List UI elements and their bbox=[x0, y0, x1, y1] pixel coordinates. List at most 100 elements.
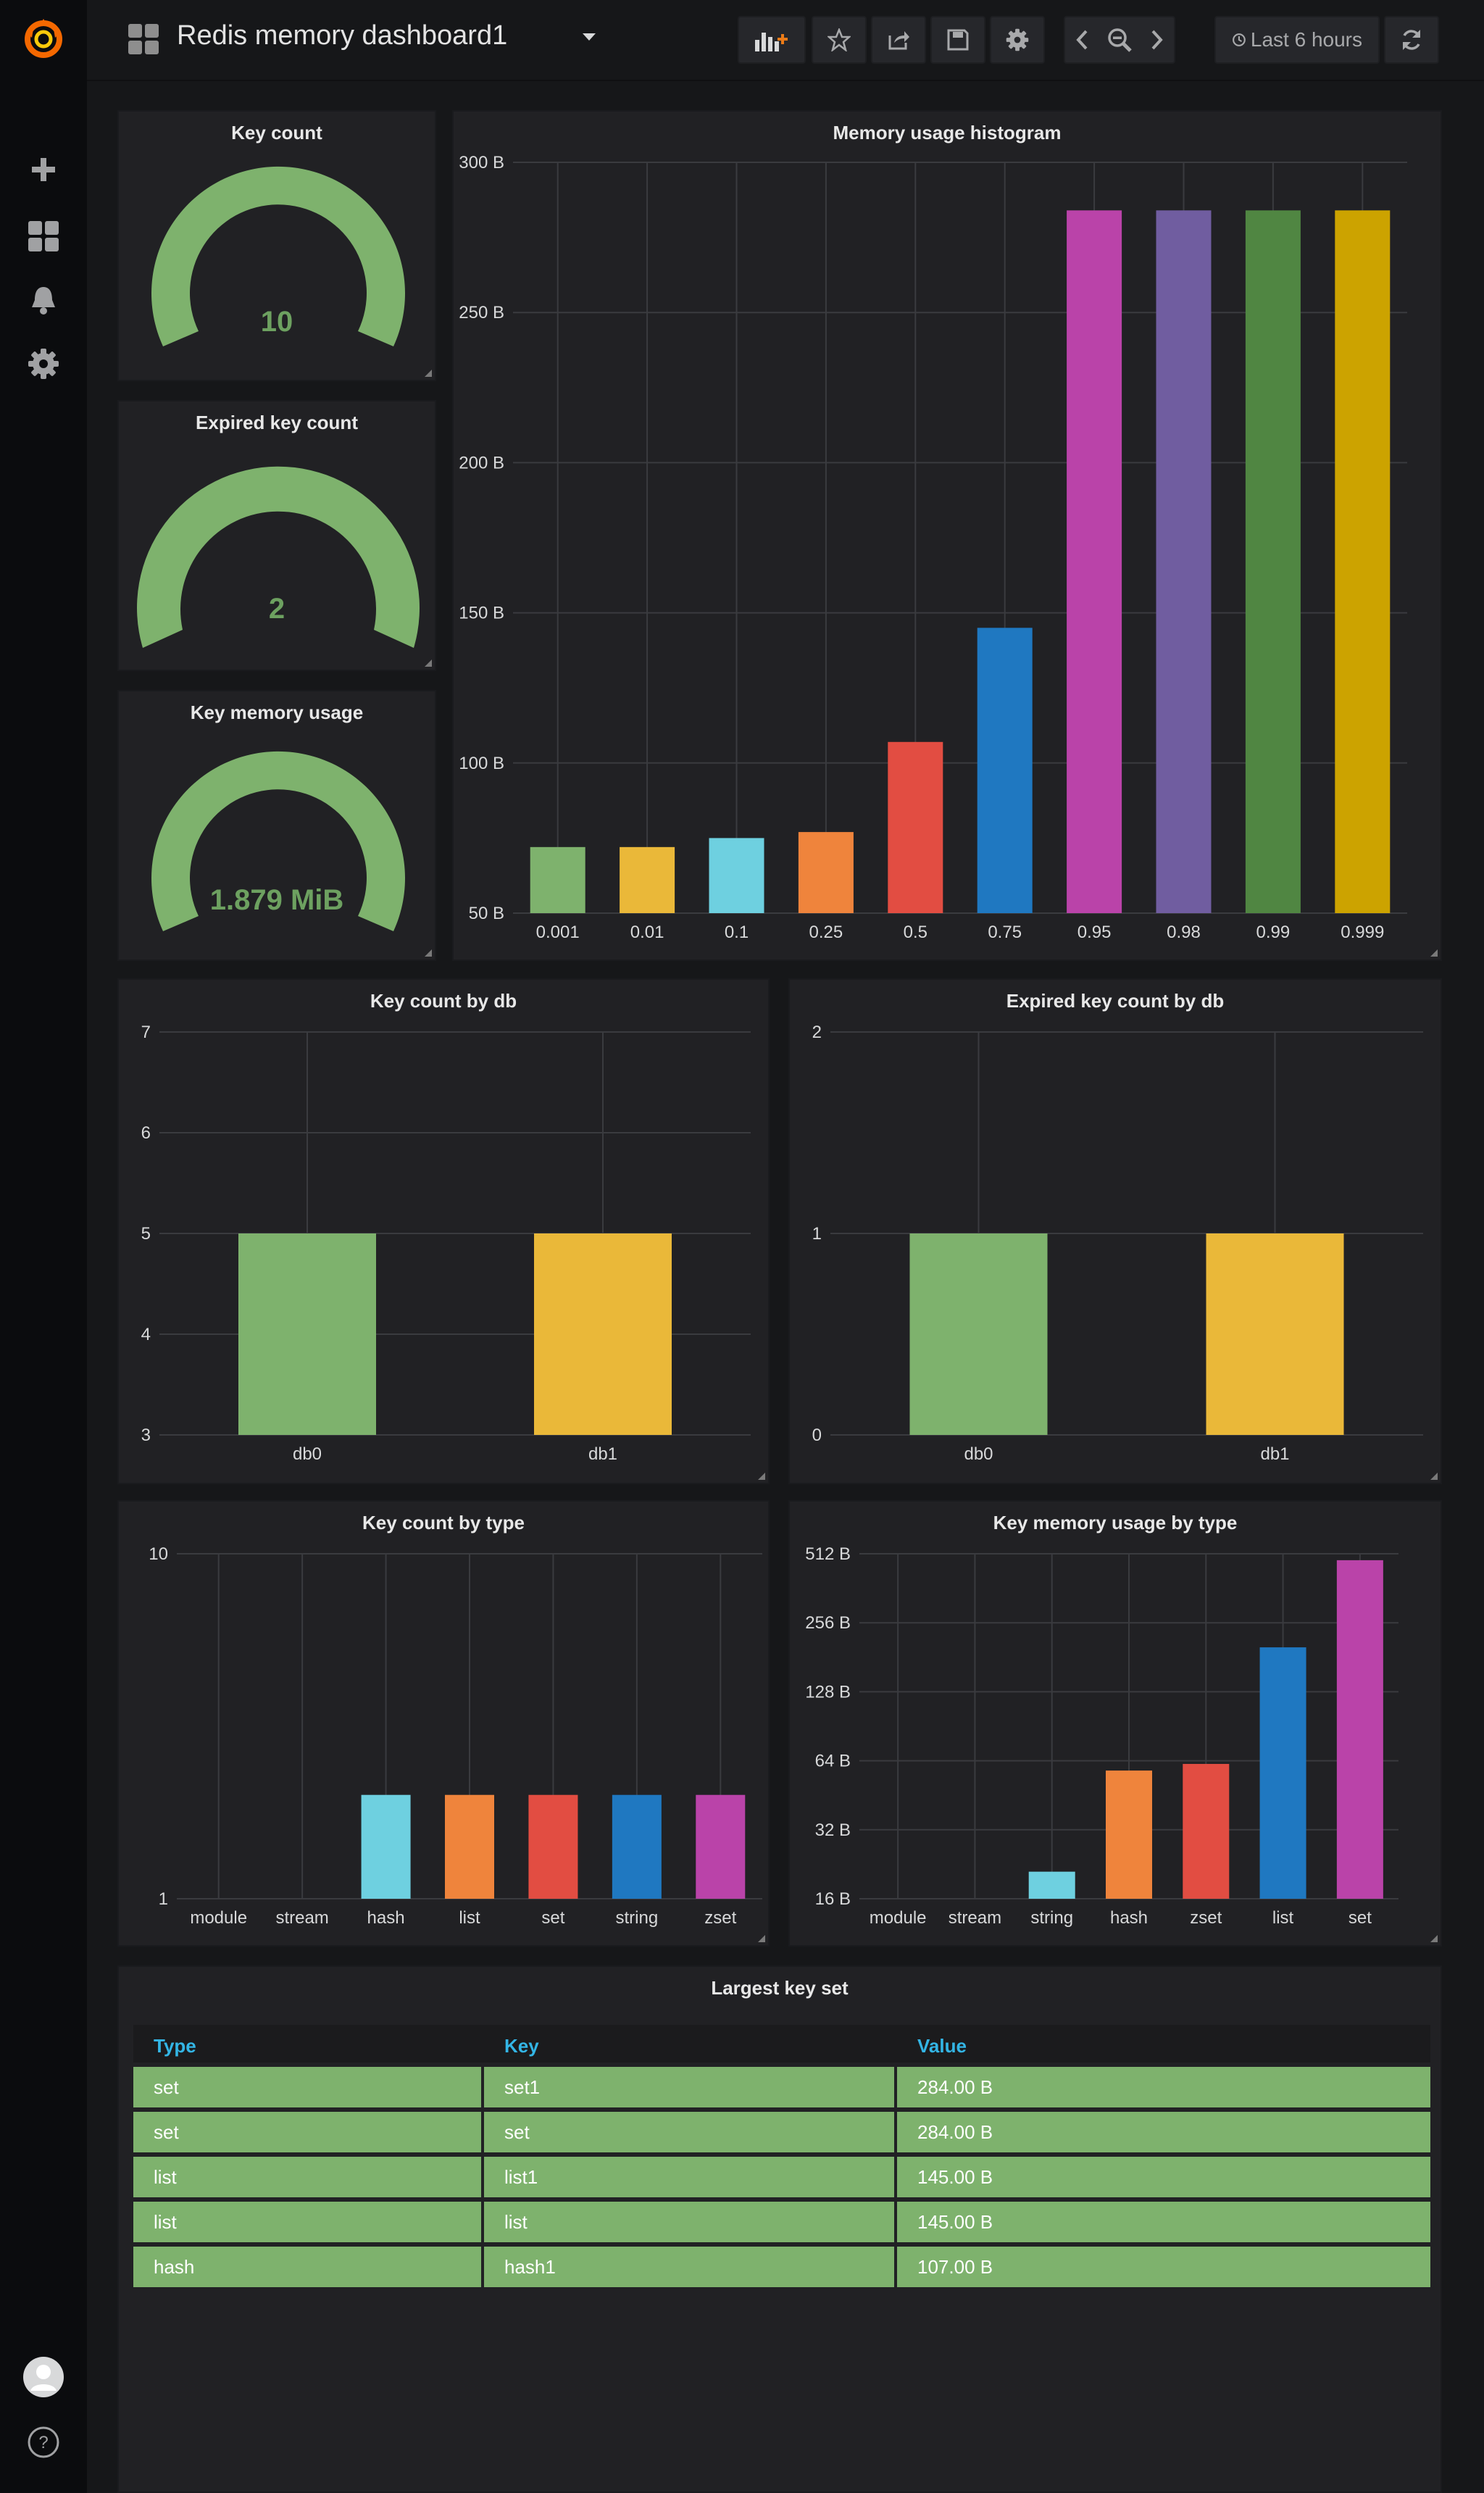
bar-db0[interactable] bbox=[238, 1233, 376, 1435]
resize-handle[interactable] bbox=[758, 1473, 765, 1480]
bar-list[interactable] bbox=[1259, 1647, 1306, 1899]
bar-0.95[interactable] bbox=[1067, 210, 1122, 913]
bar-0.99[interactable] bbox=[1245, 210, 1301, 913]
share-icon bbox=[888, 31, 909, 50]
y-tick-label: 0 bbox=[812, 1426, 822, 1445]
bar-hash[interactable] bbox=[361, 1794, 411, 1899]
y-tick-label: 1 bbox=[812, 1224, 822, 1244]
bar-zset[interactable] bbox=[1183, 1763, 1230, 1899]
table-header: Type Key Value bbox=[133, 2025, 1430, 2063]
bar-0.98[interactable] bbox=[1156, 210, 1212, 913]
resize-handle[interactable] bbox=[758, 1935, 765, 1942]
bar-0.001[interactable] bbox=[530, 846, 585, 913]
bar-0.5[interactable] bbox=[888, 741, 943, 913]
x-tick-label: stream bbox=[949, 1908, 1001, 1928]
x-tick-label: set bbox=[541, 1908, 564, 1928]
y-tick-label: 5 bbox=[141, 1224, 151, 1244]
y-tick-label: 7 bbox=[141, 1023, 151, 1042]
avatar[interactable] bbox=[0, 2348, 87, 2406]
time-picker-button[interactable]: Last 6 hours bbox=[1214, 16, 1380, 64]
bar-db1[interactable] bbox=[534, 1233, 672, 1435]
resize-handle[interactable] bbox=[1430, 1935, 1438, 1942]
table-cell: set bbox=[133, 2112, 481, 2152]
plus-icon[interactable] bbox=[0, 141, 87, 199]
x-tick-label: 0.001 bbox=[536, 923, 580, 942]
x-tick-label: list bbox=[459, 1908, 480, 1928]
bar-db1[interactable] bbox=[1206, 1233, 1344, 1435]
clock-icon bbox=[1233, 33, 1246, 46]
bar-0.25[interactable] bbox=[798, 832, 854, 913]
x-tick-label: 0.25 bbox=[809, 923, 843, 942]
expired-key-count-by-db-panel: Expired key count by db 0 1 2 db0 db1 bbox=[788, 978, 1442, 1484]
bar-string[interactable] bbox=[1028, 1871, 1075, 1899]
save-button[interactable] bbox=[930, 16, 985, 64]
sidebar: ? bbox=[0, 0, 87, 2493]
gauge-arc bbox=[137, 466, 420, 648]
y-tick-label: 256 B bbox=[805, 1613, 851, 1633]
bar-set[interactable] bbox=[1336, 1560, 1383, 1899]
largest-key-set-panel: Largest key set Type Key Value set set1 … bbox=[117, 1965, 1442, 2493]
panel-title[interactable]: Key memory usage bbox=[190, 702, 364, 723]
panel-title[interactable]: Largest key set bbox=[711, 1977, 849, 1999]
bar-0.999[interactable] bbox=[1335, 210, 1391, 913]
table-cell: 145.00 B bbox=[897, 2202, 1430, 2242]
refresh-button[interactable] bbox=[1384, 16, 1439, 64]
panel-title[interactable]: Memory usage histogram bbox=[833, 122, 1062, 143]
resize-handle[interactable] bbox=[425, 949, 432, 957]
panel-title[interactable]: Expired key count by db bbox=[1006, 990, 1225, 1012]
gauge-value: 1.879 MiB bbox=[209, 884, 344, 916]
column-header-key[interactable]: Key bbox=[504, 2035, 539, 2057]
chevron-left-icon[interactable] bbox=[1075, 29, 1089, 51]
add-panel-button[interactable] bbox=[738, 16, 806, 64]
table-cell: list bbox=[133, 2202, 481, 2242]
settings-button[interactable] bbox=[990, 16, 1045, 64]
panel-title[interactable]: Expired key count bbox=[196, 412, 358, 433]
resize-handle[interactable] bbox=[1430, 1473, 1438, 1480]
column-header-value[interactable]: Value bbox=[917, 2035, 967, 2057]
y-tick-label: 200 B bbox=[459, 453, 504, 473]
expired-key-count-panel: Expired key count 2 bbox=[117, 400, 436, 671]
bar-db0[interactable] bbox=[909, 1233, 1048, 1435]
bar-zset[interactable] bbox=[696, 1794, 746, 1899]
star-button[interactable] bbox=[812, 16, 867, 64]
bar-string[interactable] bbox=[612, 1794, 662, 1899]
panel-title[interactable]: Key count by type bbox=[362, 1512, 525, 1533]
panel-title[interactable]: Key count by db bbox=[370, 990, 517, 1012]
key-memory-usage-panel: Key memory usage 1.879 MiB bbox=[117, 690, 436, 961]
chevron-right-icon[interactable] bbox=[1150, 29, 1164, 51]
zoom-out-icon[interactable] bbox=[1107, 28, 1132, 52]
bar-0.75[interactable] bbox=[977, 628, 1033, 913]
key-memory-by-type-chart: 16 B 32 B 64 B 128 B 256 B 512 B module stream s… bbox=[805, 1544, 1398, 1928]
x-tick-label: string bbox=[616, 1908, 659, 1928]
bell-icon[interactable] bbox=[0, 271, 87, 329]
y-tick-label: 64 B bbox=[815, 1752, 851, 1771]
key-count-by-db-chart: 3 4 5 6 7 db0 db1 bbox=[141, 1023, 751, 1464]
chevron-down-icon[interactable] bbox=[583, 33, 596, 41]
dashboards-icon[interactable] bbox=[0, 207, 87, 265]
dashboard-title[interactable]: Redis memory dashboard1 bbox=[177, 20, 508, 51]
table-cell: set1 bbox=[484, 2067, 894, 2107]
grafana-logo-icon[interactable] bbox=[0, 10, 87, 68]
table-cell: set bbox=[484, 2112, 894, 2152]
resize-handle[interactable] bbox=[425, 370, 432, 377]
panel-title[interactable]: Key count bbox=[231, 122, 322, 143]
bar-hash[interactable] bbox=[1106, 1770, 1152, 1899]
gauge-value: 10 bbox=[260, 306, 293, 338]
add-panel-icon bbox=[755, 33, 788, 51]
bar-set[interactable] bbox=[528, 1794, 578, 1899]
x-tick-label: 0.75 bbox=[988, 923, 1022, 942]
column-header-type[interactable]: Type bbox=[154, 2035, 196, 2057]
table-cell: list bbox=[133, 2157, 481, 2197]
bar-0.01[interactable] bbox=[620, 846, 675, 913]
x-tick-label: db1 bbox=[1260, 1444, 1289, 1464]
share-button[interactable] bbox=[871, 16, 926, 64]
gear-icon[interactable] bbox=[0, 335, 87, 393]
help-icon[interactable]: ? bbox=[0, 2413, 87, 2471]
time-shift-group bbox=[1064, 16, 1175, 64]
x-tick-label: stream bbox=[275, 1908, 328, 1928]
panel-title[interactable]: Key memory usage by type bbox=[993, 1512, 1238, 1533]
resize-handle[interactable] bbox=[1430, 949, 1438, 957]
bar-list[interactable] bbox=[445, 1794, 494, 1899]
bar-0.1[interactable] bbox=[709, 838, 764, 913]
resize-handle[interactable] bbox=[425, 659, 432, 667]
